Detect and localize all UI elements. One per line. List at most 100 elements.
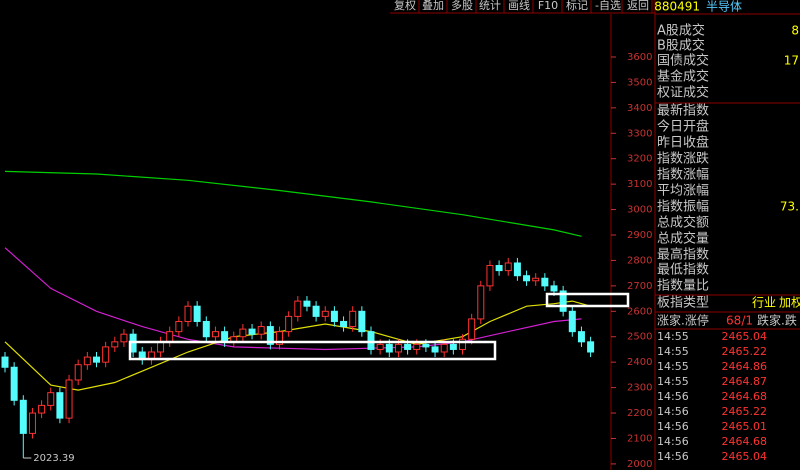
stock-code: 880491 (654, 0, 700, 14)
moving-average (4, 300, 591, 391)
y-tick-label: 2500 (627, 332, 652, 343)
board-type: 加权 (779, 296, 800, 310)
candle-body (367, 331, 375, 350)
candle-body (65, 379, 73, 419)
toolbar-button[interactable]: 统计 (479, 0, 501, 12)
y-tick-label: 3000 (627, 205, 652, 216)
toolbar-button[interactable]: 多股 (451, 0, 473, 12)
candle-body (440, 343, 448, 353)
panel-label: 指数涨跌 (657, 151, 709, 167)
candle-body (422, 343, 430, 348)
candle-body (577, 331, 585, 343)
toolbar-button[interactable]: 标记 (566, 0, 588, 12)
candle-body (93, 356, 100, 363)
candle-body (83, 356, 91, 366)
candle-body (38, 404, 46, 414)
y-tick-label: 2600 (627, 306, 652, 317)
candle-body (468, 318, 476, 340)
tick-price: 2464.68 (722, 390, 768, 403)
y-tick-label: 2900 (627, 230, 652, 241)
panel-label: 国债成交 (657, 53, 709, 69)
candle-body (449, 343, 457, 350)
toolbar-button[interactable]: 返回 (627, 0, 649, 12)
candle-body (559, 290, 567, 312)
candle-body (56, 392, 64, 419)
panel-value: 73. (780, 200, 799, 214)
candle-body (404, 343, 412, 350)
candle-body (19, 399, 27, 434)
candle-body (157, 341, 165, 353)
tick-price: 2465.22 (722, 405, 768, 418)
candle-body (504, 262, 512, 272)
candle-body (532, 277, 540, 282)
panel-label: 昨日收盘 (657, 135, 709, 151)
tick-time: 14:56 (657, 435, 689, 448)
panel-label: 最低指数 (657, 263, 709, 278)
candle-body (486, 265, 494, 287)
y-tick-label: 2700 (627, 281, 652, 292)
toolbar-button[interactable]: 复权 (394, 0, 416, 12)
candle-body (413, 343, 421, 350)
candle-body (340, 320, 348, 328)
candle-body (285, 315, 293, 333)
tick-time: 14:55 (657, 375, 689, 388)
tick-price: 2465.04 (722, 330, 768, 343)
panel-label: 最高指数 (657, 247, 709, 263)
panel-label: 涨家.涨停 (657, 313, 709, 328)
panel-label: 今日开盘 (657, 119, 709, 135)
candle-body (477, 285, 485, 320)
moving-average (4, 170, 582, 237)
chart (1, 170, 595, 458)
y-tick-label: 2400 (627, 357, 652, 368)
toolbar-button[interactable]: -自选 (595, 0, 621, 12)
highlight-box (128, 340, 497, 361)
candle-body (1, 356, 9, 368)
moving-average (4, 247, 582, 351)
board-type: 行业 (752, 296, 776, 310)
candle-body (257, 326, 265, 335)
y-tick-label: 3500 (627, 77, 652, 88)
candle-body (330, 310, 338, 322)
toolbar-button[interactable]: 叠加 (422, 0, 444, 12)
candle-body (47, 392, 55, 406)
candle-body (495, 265, 503, 272)
tick-price: 2464.68 (722, 435, 768, 448)
tick-price: 2464.86 (722, 360, 768, 373)
candle-body (10, 366, 18, 401)
candle-body (376, 343, 384, 350)
candle-body (221, 331, 229, 343)
candle-body (321, 310, 329, 317)
candle-body (523, 275, 531, 282)
panel-label: 平均涨幅 (657, 184, 709, 199)
y-tick-label: 2000 (627, 459, 652, 470)
panel-label: 总成交额 (657, 215, 709, 231)
panel-label: 指数涨幅 (657, 168, 709, 183)
y-tick-label: 2200 (627, 408, 652, 419)
candle-body (28, 412, 36, 434)
candle-body (587, 341, 595, 353)
candle-body (102, 346, 110, 363)
candle-body (294, 300, 302, 317)
toolbar-button[interactable]: F10 (538, 0, 558, 12)
tick-time: 14:56 (657, 450, 689, 463)
tick-price: 2464.87 (722, 375, 768, 388)
stock-name: 半导体 (706, 0, 742, 14)
candle-body (394, 343, 402, 353)
toolbar-button[interactable]: 画线 (508, 0, 530, 12)
candle-body (385, 343, 393, 353)
panel-label: 权证成交 (657, 85, 709, 101)
panel-label: 指数振幅 (657, 200, 709, 215)
candle-body (550, 285, 558, 292)
low-annotation: 2023.39 (33, 453, 74, 464)
tick-price: 2465.04 (722, 450, 768, 463)
candle-body (74, 364, 82, 381)
tick-time: 14:55 (657, 345, 689, 358)
highlight-box (545, 292, 630, 308)
candle-body (459, 338, 466, 350)
candle-body (239, 328, 247, 338)
candle-body (312, 305, 320, 317)
panel-label: 基金成交 (657, 69, 709, 85)
candle-body (431, 346, 439, 353)
y-tick-label: 2300 (627, 383, 652, 394)
